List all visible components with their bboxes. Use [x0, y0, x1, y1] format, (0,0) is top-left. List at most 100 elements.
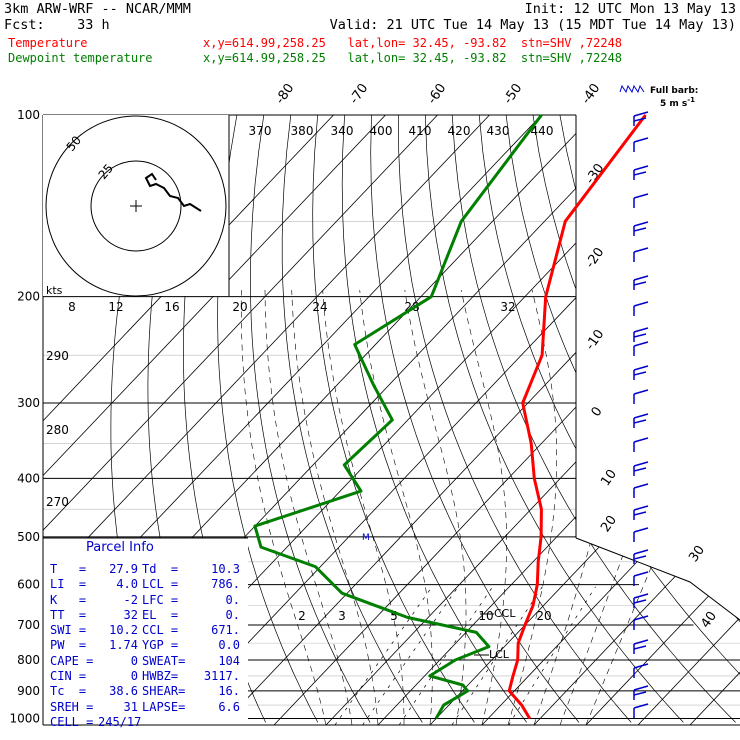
- speed-scale-32: 32: [500, 300, 515, 314]
- temp-tick--70: -70: [347, 81, 371, 107]
- speed-scale-16: 16: [164, 300, 179, 314]
- parcel-cell: SWI =: [50, 623, 87, 638]
- theta-e-label-4: 410: [409, 124, 432, 138]
- pressure-label-300: 300: [17, 396, 40, 410]
- wind-barb-half: [633, 511, 647, 516]
- parcel-cell: HWBZ=: [142, 669, 179, 684]
- wind-barb-flag: [633, 193, 649, 199]
- temp-tick-40: 40: [698, 609, 720, 631]
- init-time: Init: 12 UTC Mon 13 May 13: [524, 1, 736, 17]
- mixing-ratio-5: [398, 586, 493, 725]
- wind-barb-flag: [633, 111, 649, 117]
- isotherm--10: [325, 115, 740, 725]
- valid-time: Valid: 21 UTC Tue 14 May 13 (15 MDT Tue …: [329, 17, 736, 33]
- parcel-cell: 27.9: [109, 562, 138, 576]
- theta-label-270: 270: [46, 495, 69, 509]
- temp-tick--10: -10: [583, 327, 607, 353]
- isotherm--100: [43, 115, 438, 725]
- parcel-cell: 245/17: [98, 714, 142, 729]
- isotherm-30: [533, 115, 740, 725]
- wind-barb-flag: [633, 703, 649, 709]
- pressure-label-800: 800: [17, 653, 40, 667]
- theta-e-label-7: 440: [531, 124, 554, 138]
- wind-barb-flag: [633, 615, 649, 621]
- parcel-cell: SHEAR=: [142, 684, 186, 699]
- wind-barb-flag: [633, 593, 649, 599]
- temp-tick-20: 20: [598, 513, 620, 535]
- hodograph-trace: [144, 172, 202, 212]
- wind-barb-flag: [633, 247, 649, 253]
- isotherm-40: [585, 115, 740, 725]
- wind-barb-flag: [633, 571, 649, 577]
- parcel-cell: PW =: [50, 638, 87, 653]
- pressure-label-700: 700: [17, 618, 40, 632]
- wind-barb-flag: [633, 275, 649, 281]
- theta-label-280: 280: [46, 423, 69, 437]
- parcel-cell: [196, 715, 240, 730]
- pressure-label-600: 600: [17, 578, 40, 592]
- parcel-cell: 1.74: [109, 638, 138, 653]
- parcel-row: CIN = 0 HWBZ= 3117.: [50, 669, 250, 684]
- dry-adiabat-410: [640, 115, 740, 723]
- dewpoint-legend: Dewpoint temperature: [8, 51, 153, 65]
- parcel-cell: -2: [123, 592, 138, 607]
- wind-barb-half: [633, 555, 647, 560]
- parcel-cell: CELL =: [50, 714, 94, 729]
- temperature-location: x,y=614.99,258.25 lat,lon= 32.45, -93.82…: [203, 36, 623, 50]
- parcel-cell: LCL =: [142, 577, 179, 592]
- mixing-ratio-label-20: 20: [536, 609, 551, 623]
- wind-barb-flag: [633, 663, 649, 669]
- parcel-cell: 104: [218, 653, 240, 668]
- parcel-cell: 0.0: [218, 638, 240, 653]
- parcel-cell: 4.0: [116, 577, 138, 592]
- parcel-row: SREH = 31 LAPSE= 6.6: [50, 700, 250, 715]
- hodograph-ring-25: [90, 160, 182, 252]
- parcel-cell: EL =: [142, 607, 179, 622]
- pressure-label-500: 500: [17, 530, 40, 544]
- parcel-cell: 671.: [211, 623, 240, 638]
- wind-barb-flag: [633, 137, 649, 143]
- parcel-cell: 0.: [225, 607, 240, 622]
- temp-tick--50: -50: [501, 81, 525, 107]
- wind-barb-half: [633, 691, 647, 696]
- wind-legend-barb: [619, 84, 645, 94]
- parcel-cell: 0: [130, 653, 138, 668]
- dry-adiabat-390: [586, 115, 740, 723]
- isotherm--120: [43, 115, 334, 725]
- dry-adiabat-290: [312, 115, 475, 723]
- hodograph: [43, 115, 230, 297]
- wind-barb-half: [633, 333, 647, 338]
- isotherm-20: [481, 115, 740, 725]
- dry-adiabat-420: [667, 115, 740, 723]
- parcel-cell: 38.6: [109, 684, 138, 699]
- parcel-cell: 10.3: [211, 562, 240, 576]
- parcel-cell: 3117.: [203, 669, 240, 684]
- dry-adiabat-260: [217, 115, 319, 723]
- dry-adiabat-440: [721, 115, 740, 723]
- temperature-legend: Temperature: [8, 36, 88, 50]
- wind-barb-half: [633, 599, 647, 604]
- temp-tick--20: -20: [583, 245, 607, 271]
- parcel-cell: 0.: [225, 592, 240, 607]
- moist-adiabat-15: [404, 289, 467, 725]
- dry-adiabat-270: [250, 115, 371, 723]
- mixing-ratio-2: [334, 586, 433, 725]
- wind-barb-flag: [633, 413, 649, 419]
- dry-adiabat-350: [478, 115, 740, 723]
- parcel-cell: T =: [50, 562, 87, 576]
- wind-barb-flag: [633, 389, 649, 395]
- parcel-cell: LFC =: [142, 592, 179, 607]
- parcel-cell: 32: [123, 607, 138, 622]
- speed-scale-24: 24: [312, 300, 327, 314]
- theta-label-290: 290: [46, 349, 69, 363]
- dry-adiabat-280: [281, 115, 423, 723]
- mixing-ratio-label-10: 10: [478, 609, 493, 623]
- wind-barbs: [619, 84, 649, 718]
- parcel-row: T = 27.9 Td = 10.3: [50, 562, 250, 577]
- moist-adiabat-10: [359, 289, 433, 725]
- mixing-ratio-label-5: 5: [390, 609, 398, 623]
- wind-barb-half: [633, 371, 647, 376]
- theta-e-label-2: 340: [331, 124, 354, 138]
- mixing-ratio-label-2: 2: [298, 609, 306, 623]
